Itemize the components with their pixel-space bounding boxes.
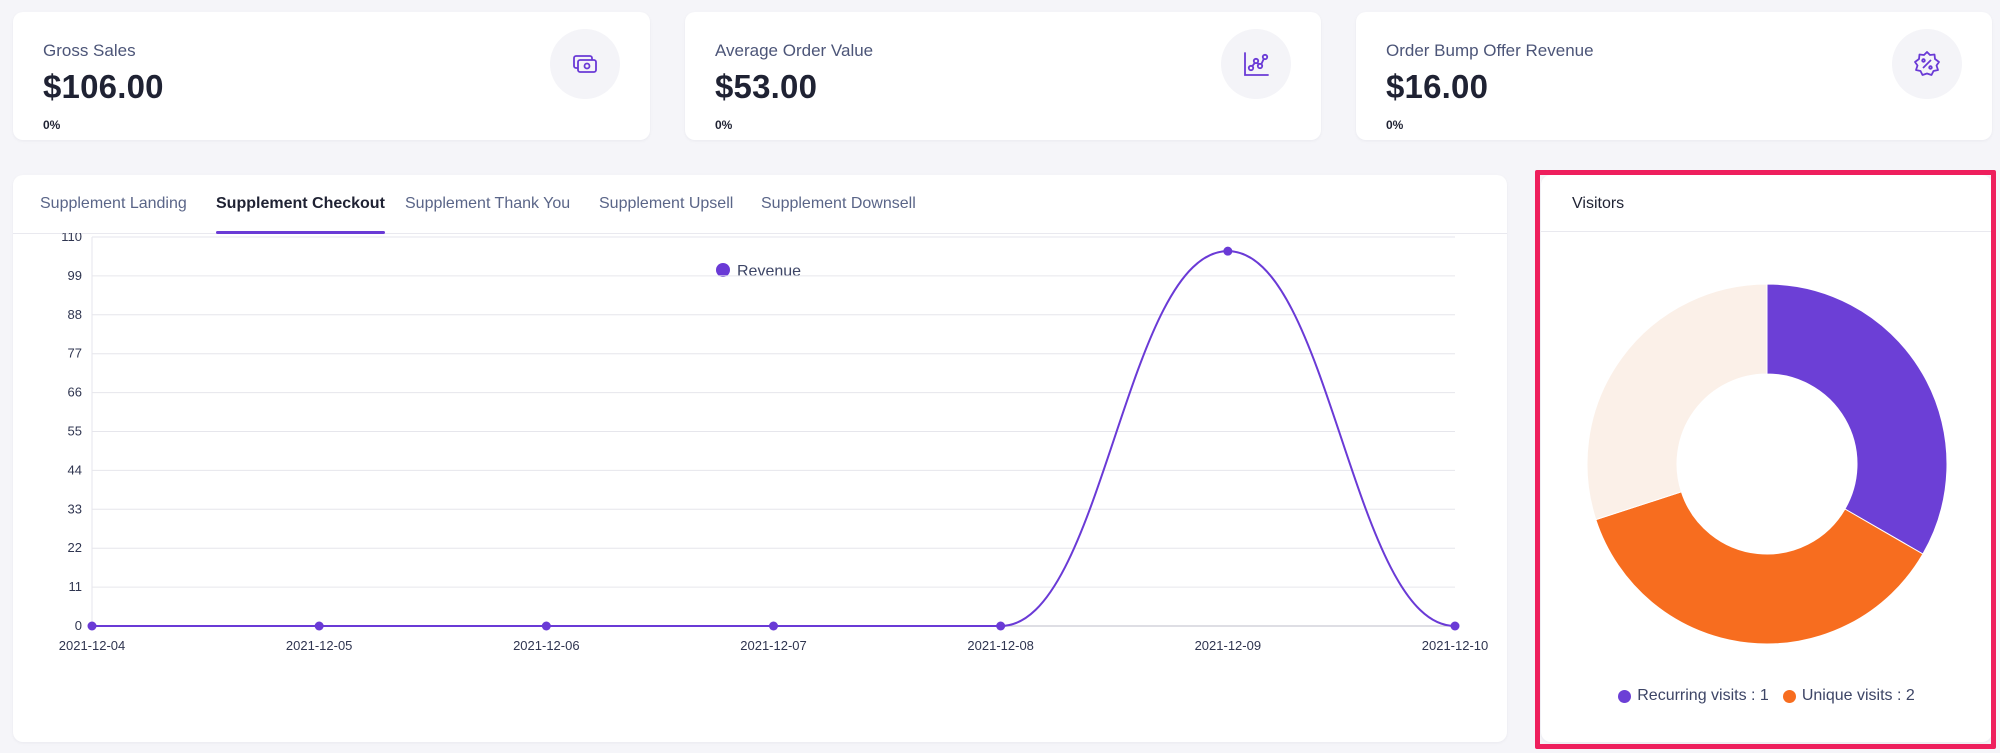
legend-label: Revenue: [737, 263, 801, 280]
y-tick-label: 99: [68, 268, 82, 283]
stat-title: Gross Sales: [43, 41, 136, 60]
legend-swatch: [1782, 689, 1796, 703]
y-tick-label: 0: [75, 618, 82, 633]
visitors-title: Visitors: [1572, 195, 1625, 212]
y-tick-label: 66: [68, 385, 82, 400]
tab-supplement-landing[interactable]: Supplement Landing: [40, 195, 187, 212]
legend-label: Unique visits : 2: [1801, 687, 1915, 704]
data-point[interactable]: [87, 621, 97, 631]
revenue-chart-card: Supplement Landing Supplement Checkout S…: [13, 175, 1507, 742]
stat-card-average-order-value: Average Order Value $53.00 0%: [685, 12, 1321, 140]
data-point[interactable]: [541, 621, 551, 631]
tab-supplement-upsell[interactable]: Supplement Upsell: [599, 195, 734, 212]
x-tick-label: 2021-12-05: [286, 638, 353, 653]
donut-slice[interactable]: [1595, 491, 1924, 645]
data-point[interactable]: [1450, 621, 1460, 631]
x-tick-label: 2021-12-07: [740, 638, 807, 653]
legend-swatch: [1618, 689, 1632, 703]
chart-legend[interactable]: Revenue: [716, 263, 801, 280]
stat-card-gross-sales: Gross Sales $106.00 0%: [13, 12, 650, 140]
legend-swatch: [716, 263, 730, 277]
legend-item-recurring[interactable]: Recurring visits : 1: [1618, 687, 1769, 705]
visitors-header: Visitors: [1541, 175, 1992, 232]
data-point[interactable]: [1223, 246, 1233, 256]
y-tick-label: 88: [68, 307, 82, 322]
stat-value: $53.00: [715, 68, 818, 105]
tab-supplement-checkout[interactable]: Supplement Checkout: [216, 175, 385, 234]
revenue-line-chart: Revenue 0 11 22 33 44 55 66 77 88 99 110 2021-12-04 2…: [59, 233, 1489, 653]
legend-label: Recurring visits : 1: [1637, 687, 1769, 704]
visitors-card: Visitors Recurring visits : 1 Unique vis…: [1541, 175, 1992, 742]
stat-value: $16.00: [1386, 68, 1489, 105]
stat-value: $106.00: [43, 68, 164, 105]
y-tick-label: 110: [61, 233, 82, 244]
x-tick-label: 2021-12-08: [967, 638, 1034, 653]
x-tick-label: 2021-12-06: [513, 638, 580, 653]
x-tick-label: 2021-12-04: [59, 638, 126, 653]
donut-slice[interactable]: [1586, 283, 1768, 521]
stat-title: Order Bump Offer Revenue: [1386, 41, 1594, 60]
y-tick-label: 55: [68, 424, 82, 439]
revenue-series-line: [92, 250, 1456, 627]
data-point[interactable]: [996, 621, 1006, 631]
stat-delta: 0%: [715, 118, 733, 132]
tabs-bar: Supplement Landing Supplement Checkout S…: [13, 175, 1507, 234]
stat-delta: 0%: [43, 118, 61, 132]
discount-badge-icon: [1892, 29, 1962, 99]
y-tick-label: 77: [68, 346, 82, 361]
data-point[interactable]: [769, 621, 778, 631]
y-tick-label: 44: [68, 462, 82, 477]
y-tick-label: 22: [68, 540, 82, 555]
donut-slice[interactable]: [1766, 283, 1948, 555]
tab-supplement-thank-you[interactable]: Supplement Thank You: [405, 195, 571, 212]
tab-supplement-downsell[interactable]: Supplement Downsell: [761, 195, 916, 212]
y-tick-label: 33: [68, 501, 82, 516]
x-tick-label: 2021-12-10: [1422, 638, 1489, 653]
data-point[interactable]: [314, 621, 324, 631]
y-tick-label: 11: [69, 579, 83, 594]
x-tick-label: 2021-12-09: [1195, 638, 1262, 653]
legend-item-unique[interactable]: Unique visits : 2: [1782, 687, 1915, 705]
visitors-donut-chart: [1586, 283, 1948, 645]
stat-delta: 0%: [1386, 118, 1404, 132]
stat-card-order-bump-revenue: Order Bump Offer Revenue $16.00 0%: [1356, 12, 1992, 140]
visitors-legend: Recurring visits : 1 Unique visits : 2: [1541, 687, 1992, 705]
chart-icon: [1221, 29, 1291, 99]
stat-title: Average Order Value: [715, 41, 874, 60]
money-icon: [550, 29, 620, 99]
